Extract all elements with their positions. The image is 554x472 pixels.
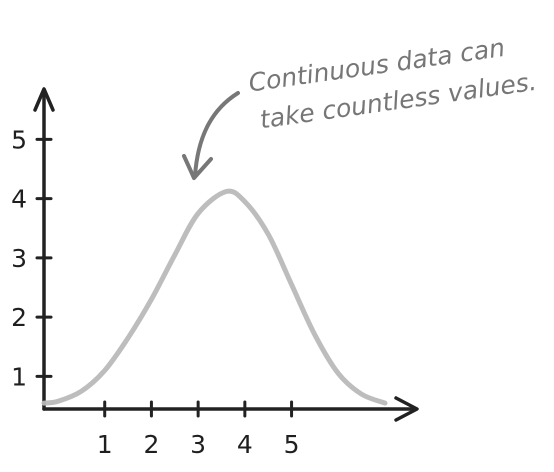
y-tick-label-2: 2 [11, 303, 27, 332]
x-tick-label-5: 5 [284, 430, 300, 459]
annotation-arrow [193, 91, 240, 178]
axes [33, 87, 419, 422]
x-tick-label-3: 3 [190, 430, 206, 459]
series-layer [41, 188, 388, 406]
x-axis-arrowhead [394, 396, 419, 422]
annotation: Continuous data can take countless value… [247, 33, 539, 134]
y-tick-label-5: 5 [11, 125, 27, 154]
x-ticks: 1 2 3 4 5 [97, 400, 300, 459]
y-tick-label-1: 1 [11, 362, 27, 391]
series-curve-0 [41, 188, 388, 406]
y-ticks: 1 2 3 4 5 [11, 125, 53, 391]
x-tick-label-2: 2 [143, 430, 159, 459]
y-tick-label-4: 4 [11, 185, 27, 214]
y-tick-label-3: 3 [11, 244, 27, 273]
x-tick-label-4: 4 [237, 430, 253, 459]
x-tick-label-1: 1 [97, 430, 113, 459]
annotation-arrowhead [182, 154, 213, 180]
y-axis-arrowhead [33, 87, 55, 112]
